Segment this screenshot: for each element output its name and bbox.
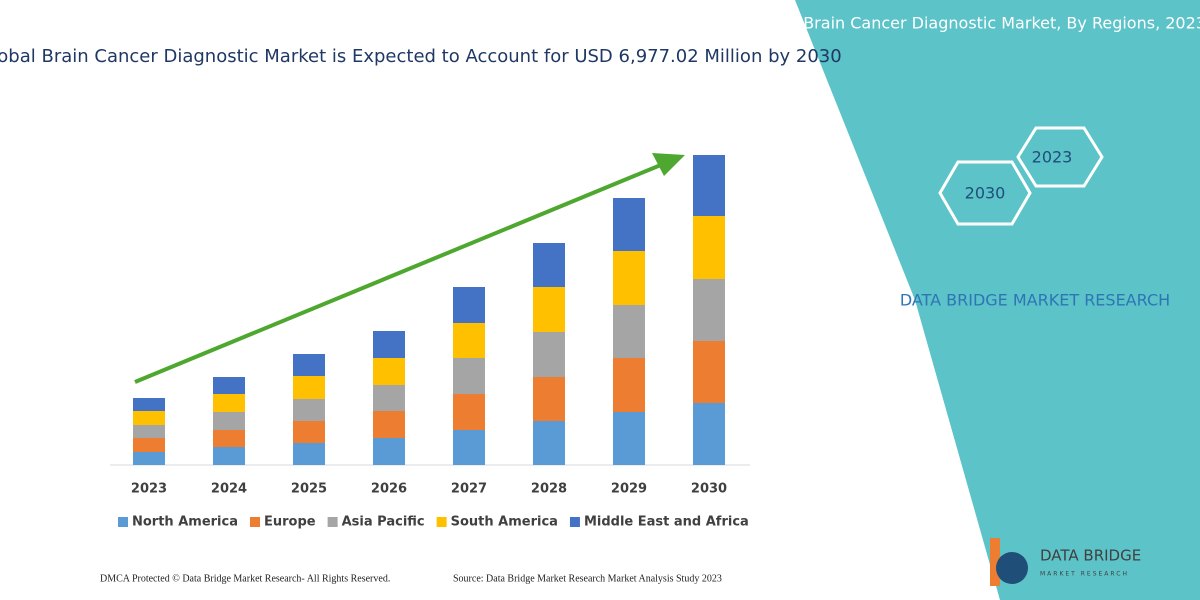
legend-label: North America xyxy=(132,515,238,530)
bar-segment xyxy=(613,305,645,358)
bar-segment xyxy=(613,358,645,412)
bar-segment xyxy=(693,155,725,216)
x-tick-label: 2025 xyxy=(291,482,327,497)
legend-swatch xyxy=(250,517,260,527)
logo-name: DATA BRIDGE xyxy=(1040,547,1141,565)
bar-segment xyxy=(533,421,565,465)
logo: DATA BRIDGE MARKET RESEARCH xyxy=(990,538,1141,586)
bar-segment xyxy=(213,430,245,447)
hex-label: 2030 xyxy=(965,184,1006,203)
legend-label: South America xyxy=(451,515,558,530)
bar-segment xyxy=(533,243,565,287)
bar-segment xyxy=(133,411,165,425)
footer-left: DMCA Protected © Data Bridge Market Rese… xyxy=(100,573,390,584)
bar-segment xyxy=(373,411,405,438)
bar-segment xyxy=(453,394,485,430)
bar-segment xyxy=(453,358,485,394)
brand-text: DATA BRIDGE MARKET RESEARCH xyxy=(900,291,1170,310)
bar-segment xyxy=(293,421,325,443)
bar-segment xyxy=(453,323,485,358)
bar-segment xyxy=(533,287,565,332)
bar-segment xyxy=(133,452,165,465)
bar-segment xyxy=(373,358,405,385)
legend-label: Europe xyxy=(264,515,316,530)
bar-segment xyxy=(373,438,405,465)
logo-tagline: MARKET RESEARCH xyxy=(1040,571,1129,578)
x-tick-label: 2030 xyxy=(691,482,727,497)
bar-segment xyxy=(293,376,325,399)
bar-segment xyxy=(133,425,165,438)
logo-mark xyxy=(990,538,1000,586)
bar-segment xyxy=(693,403,725,465)
trend-arrow xyxy=(134,160,669,384)
bar-segment xyxy=(693,279,725,341)
bar-segment xyxy=(293,399,325,421)
footer-right: Source: Data Bridge Market Research Mark… xyxy=(453,573,722,584)
bar-segment xyxy=(293,354,325,376)
bar-segment xyxy=(213,412,245,430)
x-tick-label: 2024 xyxy=(211,482,247,497)
legend-label: Asia Pacific xyxy=(342,515,425,530)
legend-swatch xyxy=(436,517,447,527)
bar-segment xyxy=(693,341,725,403)
bar-segment xyxy=(453,287,485,323)
x-tick-label: 2027 xyxy=(451,482,487,497)
bar-segment xyxy=(213,394,245,412)
bar-segment xyxy=(613,412,645,465)
legend-swatch xyxy=(569,517,580,527)
bar-segment xyxy=(533,377,565,421)
bar-segment xyxy=(133,438,165,452)
logo-mark xyxy=(996,552,1028,584)
legend-label: Middle East and Africa xyxy=(584,515,749,530)
bar-segment xyxy=(213,377,245,394)
bar-segment xyxy=(213,447,245,465)
bar-segment xyxy=(693,216,725,279)
bar-segment xyxy=(293,443,325,465)
bar-segment xyxy=(133,398,165,411)
x-tick-label: 2028 xyxy=(531,482,567,497)
trend-arrow-head xyxy=(652,153,685,176)
x-tick-label: 2023 xyxy=(131,482,167,497)
bar-segment xyxy=(453,430,485,465)
hexagon xyxy=(1016,126,1104,188)
bar-segment xyxy=(533,332,565,377)
bar-segment xyxy=(373,331,405,358)
chart-title: Global Brain Cancer Diagnostic Market is… xyxy=(0,46,842,67)
bar-segment xyxy=(613,251,645,305)
bar-segment xyxy=(613,198,645,251)
hexagon xyxy=(938,160,1032,226)
legend-swatch xyxy=(118,517,128,527)
panel-title: Global Brain Cancer Diagnostic Market, B… xyxy=(747,14,1200,33)
x-tick-label: 2029 xyxy=(611,482,647,497)
bar-segment xyxy=(373,385,405,411)
x-tick-label: 2026 xyxy=(371,482,407,497)
hex-label: 2023 xyxy=(1032,148,1073,167)
legend-swatch xyxy=(327,517,338,527)
